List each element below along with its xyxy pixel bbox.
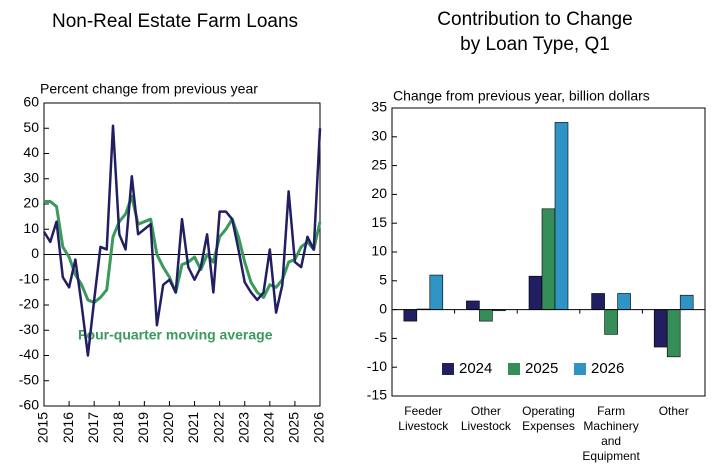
x-tick-label: 2022 xyxy=(210,412,226,443)
x-tick-label: Operating xyxy=(522,404,575,418)
bar xyxy=(604,309,618,335)
y-tick-label: -40 xyxy=(19,346,39,362)
x-tick-label: Feeder xyxy=(404,404,442,418)
bar xyxy=(653,309,668,348)
x-tick-label: 2021 xyxy=(185,412,201,443)
data-line xyxy=(44,194,322,304)
bar xyxy=(403,309,418,322)
y-tick-label: 5 xyxy=(379,272,387,288)
bar xyxy=(591,293,605,310)
x-tick-label: Other xyxy=(471,404,501,418)
legend-swatch xyxy=(574,363,586,375)
y-tick-label: -20 xyxy=(19,296,39,312)
x-tick-label: 2024 xyxy=(261,412,277,443)
x-tick-label: Livestock xyxy=(461,419,512,433)
x-tick-label: 2018 xyxy=(110,412,126,443)
y-tick-label: -60 xyxy=(19,397,39,413)
y-tick-label: 20 xyxy=(23,195,39,211)
chart-title: Non-Real Estate Farm Loans xyxy=(52,11,298,32)
plot-frame xyxy=(391,107,706,397)
y-tick-label: -15 xyxy=(367,387,387,403)
chart-title: by Loan Type, Q1 xyxy=(460,34,610,55)
y-tick-label: 15 xyxy=(371,214,387,230)
x-tick-label: Other xyxy=(659,404,689,418)
y-tick-label: 0 xyxy=(31,245,39,261)
x-tick-label: 2025 xyxy=(286,412,302,443)
x-tick-label: 2019 xyxy=(135,412,151,443)
x-tick-label: 2023 xyxy=(235,412,251,443)
y-tick-label: 20 xyxy=(371,185,387,201)
bar xyxy=(528,275,543,310)
x-tick-label: 2017 xyxy=(85,412,101,443)
x-tick-label: Farm xyxy=(597,404,625,418)
y-tick-label: -10 xyxy=(19,270,39,286)
chart-title: Contribution to Change xyxy=(437,9,632,30)
y-tick-label: 60 xyxy=(23,94,39,110)
bar xyxy=(554,122,569,310)
y-tick-label: 50 xyxy=(23,119,39,135)
x-tick-label: and xyxy=(601,434,621,448)
x-tick-label: Livestock xyxy=(398,419,449,433)
y-tick-label: -10 xyxy=(367,358,387,374)
legend-label: 2024 xyxy=(459,360,492,377)
bar xyxy=(429,274,444,310)
y-tick-label: 30 xyxy=(23,169,39,185)
y-tick-label: -5 xyxy=(375,329,388,345)
y-tick-label: -30 xyxy=(19,321,39,337)
y-axis-label: Percent change from previous year xyxy=(40,81,258,97)
y-tick-label: 0 xyxy=(379,300,387,316)
x-tick-label: Equipment xyxy=(582,449,640,463)
y-tick-label: 35 xyxy=(371,99,387,115)
bar xyxy=(679,294,694,310)
x-tick-label: 2016 xyxy=(60,412,76,443)
bar xyxy=(466,300,480,310)
y-axis-label: Change from previous year, billion dolla… xyxy=(393,88,650,104)
legend-label: 2025 xyxy=(525,360,558,377)
y-tick-label: 40 xyxy=(23,144,39,160)
legend-label: 2026 xyxy=(591,360,624,377)
y-tick-label: 10 xyxy=(371,243,387,259)
data-line xyxy=(42,124,322,357)
x-tick-label: Expenses xyxy=(522,419,575,433)
legend-swatch xyxy=(442,363,454,375)
bar xyxy=(541,208,556,310)
x-tick-label: 2026 xyxy=(311,412,327,443)
y-tick-label: 30 xyxy=(371,128,387,144)
x-tick-label: 2015 xyxy=(35,412,51,443)
x-tick-label: Machinery xyxy=(583,419,638,433)
legend-swatch xyxy=(508,363,520,375)
y-tick-label: 25 xyxy=(371,156,387,172)
bar xyxy=(666,309,681,358)
bar xyxy=(479,309,493,322)
series-label: Four-quarter moving average xyxy=(78,327,273,343)
y-tick-label: -50 xyxy=(19,371,39,387)
x-tick-label: 2020 xyxy=(160,412,176,443)
y-tick-label: 10 xyxy=(23,220,39,236)
bar xyxy=(617,293,631,310)
